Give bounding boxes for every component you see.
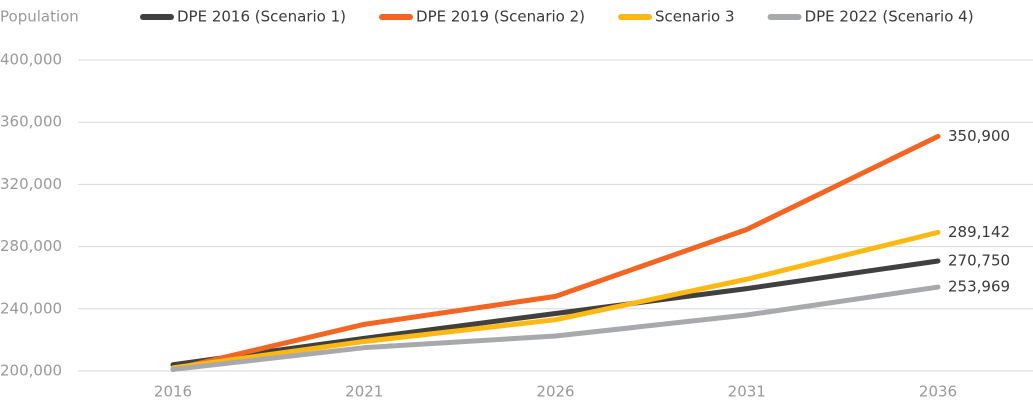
legend-label: Scenario 3 [655,8,735,26]
y-tick-label: 240,000 [0,299,62,317]
series-line [170,229,941,371]
x-tick-label: 2036 [919,383,957,401]
x-tick-label: 2026 [536,383,574,401]
y-tick-label: 280,000 [0,237,62,255]
y-tick-label: 200,000 [0,362,62,380]
y-axis-title: Population [0,8,79,26]
y-tick-label: 400,000 [0,51,62,69]
data-label: 270,750 [948,251,1010,269]
y-tick-label: 320,000 [0,175,62,193]
series-line [170,284,941,372]
data-label: 253,969 [948,278,1010,296]
legend-label: DPE 2019 (Scenario 2) [416,8,585,26]
series-line [170,133,941,372]
legend-label: DPE 2016 (Scenario 1) [177,8,346,26]
data-label: 350,900 [948,127,1010,145]
x-tick-label: 2031 [728,383,766,401]
data-label: 289,142 [948,223,1010,241]
legend-label: DPE 2022 (Scenario 4) [805,8,974,26]
x-tick-label: 2016 [154,383,192,401]
x-tick-label: 2021 [345,383,383,401]
series-line [170,258,941,368]
y-tick-label: 360,000 [0,113,62,131]
